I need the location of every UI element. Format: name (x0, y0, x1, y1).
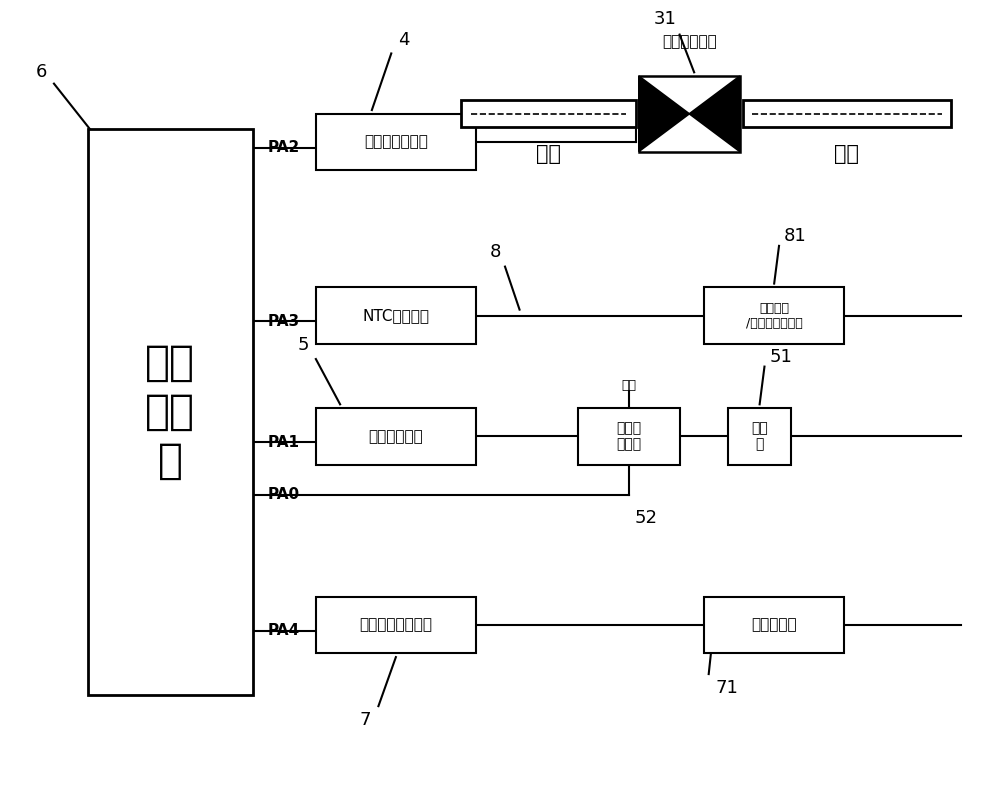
Text: 微控
制单
元: 微控 制单 元 (145, 342, 195, 482)
Bar (461, 101, 636, 127)
Text: 51: 51 (770, 347, 792, 365)
Text: 电磁阀驱动电路: 电磁阀驱动电路 (364, 134, 428, 149)
Text: 点火
器: 点火 器 (751, 421, 768, 451)
Text: 31: 31 (654, 10, 676, 28)
Text: PA0: PA0 (268, 487, 300, 502)
Text: 热敏电阻
/红外温度传感器: 热敏电阻 /红外温度传感器 (746, 302, 803, 329)
Bar (639, 76, 740, 152)
Bar (728, 408, 791, 465)
Text: 52: 52 (635, 509, 658, 527)
Text: PA1: PA1 (268, 435, 300, 450)
Text: 出气: 出气 (834, 144, 859, 163)
Text: 进气: 进气 (536, 144, 561, 163)
Text: PA3: PA3 (268, 314, 300, 329)
Text: 主气路电磁阀: 主气路电磁阀 (662, 35, 717, 50)
Text: PA2: PA2 (268, 140, 300, 156)
Bar (704, 288, 844, 344)
Text: 81: 81 (784, 227, 807, 245)
Bar (316, 597, 476, 653)
Bar (578, 408, 680, 465)
Bar (316, 288, 476, 344)
Text: 4: 4 (398, 31, 410, 49)
Text: 6: 6 (36, 64, 47, 81)
Bar (88, 129, 253, 695)
Bar (743, 101, 951, 127)
Text: NTC驱动电路: NTC驱动电路 (362, 308, 429, 323)
Text: 探火检测驱动电路: 探火检测驱动电路 (359, 618, 432, 633)
Polygon shape (639, 76, 689, 152)
Text: PA4: PA4 (268, 623, 300, 638)
Text: 5: 5 (297, 336, 309, 354)
Text: 71: 71 (716, 678, 739, 696)
Text: 7: 7 (359, 711, 371, 729)
Text: 8: 8 (490, 243, 501, 260)
Bar (316, 408, 476, 465)
Text: 火焰探测器: 火焰探测器 (751, 618, 797, 633)
Bar (316, 114, 476, 171)
Text: 电源: 电源 (621, 379, 636, 392)
Text: 点火驱动电路: 点火驱动电路 (368, 429, 423, 444)
Polygon shape (689, 76, 740, 152)
Text: 电流采
样电路: 电流采 样电路 (616, 421, 641, 451)
Bar (704, 597, 844, 653)
